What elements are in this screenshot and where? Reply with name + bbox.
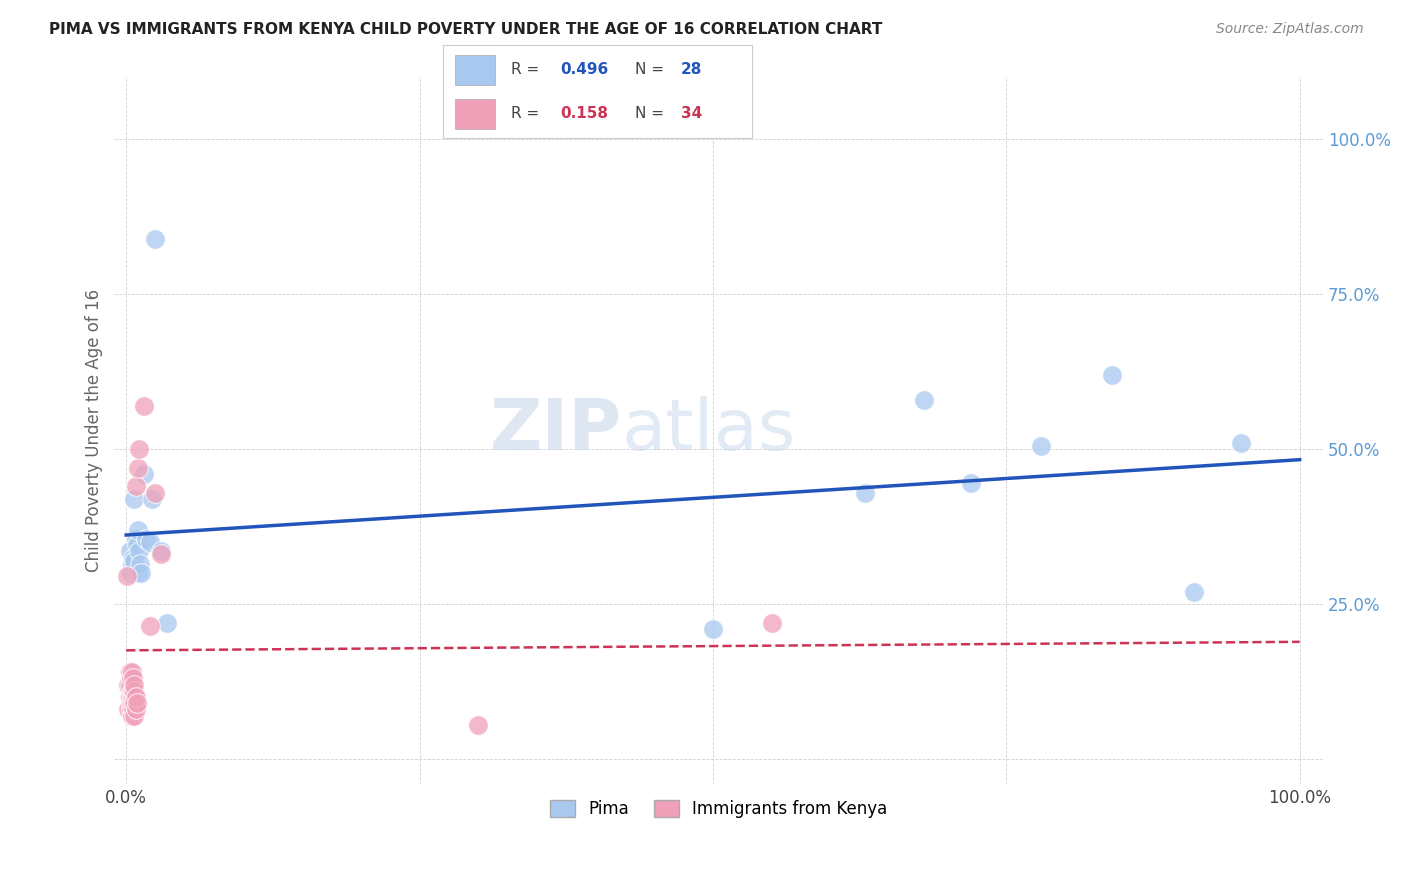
Point — [1031, 439, 1053, 453]
Point — [122, 550, 145, 565]
Text: R =: R = — [510, 62, 544, 78]
Point — [156, 615, 179, 630]
Point — [120, 702, 142, 716]
Point — [960, 476, 983, 491]
Point — [132, 399, 155, 413]
Point — [124, 702, 146, 716]
Point — [127, 523, 149, 537]
Point — [124, 677, 146, 691]
Point — [118, 544, 141, 558]
Point — [118, 677, 141, 691]
Point — [120, 566, 142, 580]
Point — [120, 696, 142, 710]
Text: atlas: atlas — [621, 396, 796, 465]
Point — [135, 532, 157, 546]
Point — [124, 479, 146, 493]
Point — [124, 696, 146, 710]
Text: 0.496: 0.496 — [561, 62, 609, 78]
Text: Source: ZipAtlas.com: Source: ZipAtlas.com — [1216, 22, 1364, 37]
Text: 0.158: 0.158 — [561, 106, 609, 121]
Text: R =: R = — [510, 106, 544, 121]
Point — [122, 683, 145, 698]
Point — [117, 702, 139, 716]
Point — [702, 622, 724, 636]
Text: N =: N = — [634, 106, 668, 121]
Point — [124, 532, 146, 546]
Point — [121, 557, 143, 571]
Point — [141, 491, 163, 506]
Point — [127, 460, 149, 475]
Point — [122, 702, 145, 716]
Point — [761, 615, 783, 630]
Bar — [456, 99, 495, 129]
Point — [122, 690, 145, 704]
Point — [121, 696, 143, 710]
Point — [127, 566, 149, 580]
Point — [467, 718, 489, 732]
Text: ZIP: ZIP — [489, 396, 621, 465]
Point — [120, 672, 142, 686]
Point — [118, 690, 141, 704]
Text: PIMA VS IMMIGRANTS FROM KENYA CHILD POVERTY UNDER THE AGE OF 16 CORRELATION CHAR: PIMA VS IMMIGRANTS FROM KENYA CHILD POVE… — [49, 22, 883, 37]
Point — [124, 683, 146, 698]
Point — [145, 231, 167, 245]
Point — [124, 554, 146, 568]
Point — [125, 538, 148, 552]
Legend: Pima, Immigrants from Kenya: Pima, Immigrants from Kenya — [543, 793, 894, 825]
Text: N =: N = — [634, 62, 668, 78]
Point — [150, 548, 173, 562]
Text: 28: 28 — [681, 62, 703, 78]
Point — [117, 569, 139, 583]
Point — [124, 491, 146, 506]
Point — [1101, 368, 1123, 382]
Text: 34: 34 — [681, 106, 703, 121]
Point — [125, 696, 148, 710]
Point — [124, 690, 146, 704]
Point — [122, 672, 145, 686]
Point — [912, 392, 935, 407]
Point — [138, 619, 160, 633]
Point — [118, 665, 141, 680]
Point — [132, 467, 155, 481]
Y-axis label: Child Poverty Under the Age of 16: Child Poverty Under the Age of 16 — [86, 289, 103, 572]
Point — [121, 708, 143, 723]
Point — [855, 485, 877, 500]
Point — [121, 665, 143, 680]
Point — [145, 485, 167, 500]
Point — [1182, 584, 1205, 599]
Point — [1230, 436, 1253, 450]
Point — [131, 566, 153, 580]
Point — [124, 708, 146, 723]
Point — [150, 544, 173, 558]
Point — [117, 677, 139, 691]
Point — [138, 535, 160, 549]
Point — [128, 544, 150, 558]
Point — [121, 683, 143, 698]
Point — [121, 690, 143, 704]
Point — [128, 442, 150, 457]
Point — [129, 557, 152, 571]
Bar — [456, 55, 495, 85]
